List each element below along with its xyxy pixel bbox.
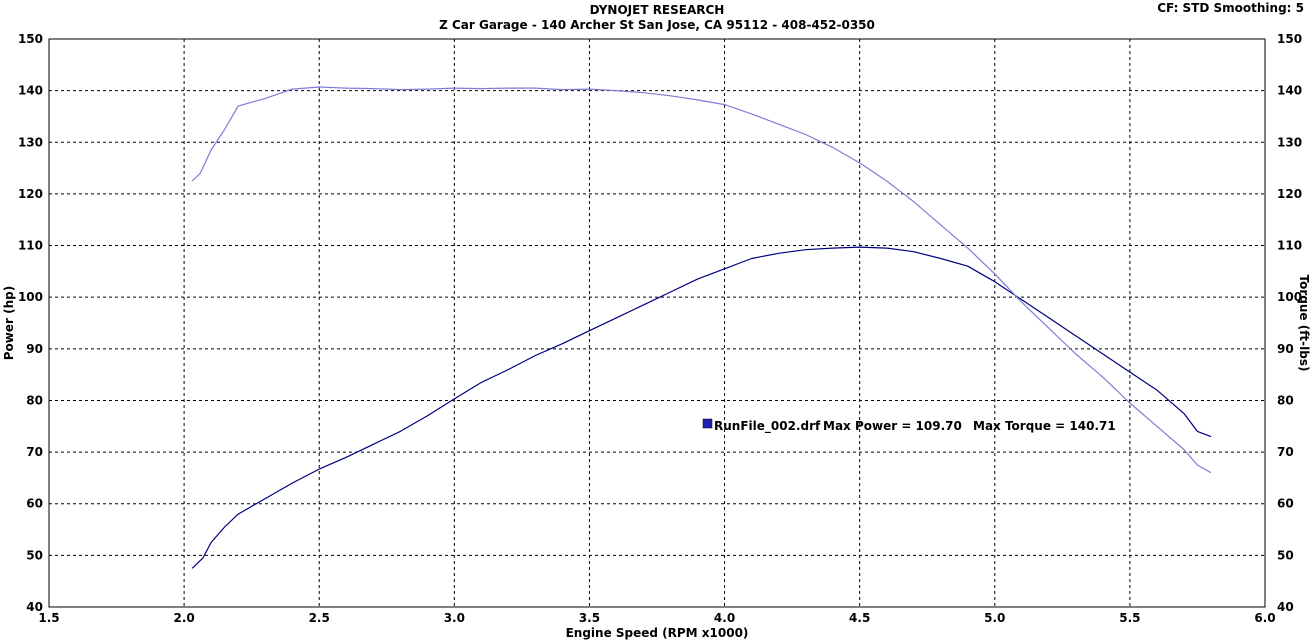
y2-tick-label: 130: [1277, 135, 1302, 149]
legend-swatch: [702, 418, 713, 429]
y2-tick-label: 140: [1277, 84, 1302, 98]
y2-tick-label: 70: [1277, 445, 1294, 459]
x-tick-label: 5.0: [984, 611, 1005, 625]
y2-tick-label: 120: [1277, 187, 1302, 201]
y-tick-label: 140: [18, 84, 43, 98]
y2-axis-label: Torque (ft-lbs): [1297, 275, 1311, 372]
chart-title: DYNOJET RESEARCH: [589, 3, 725, 17]
grid: [49, 39, 1265, 607]
y-axis-label: Power (hp): [2, 286, 16, 360]
series-line-power: [191, 246, 1212, 569]
chart-subtitle: Z Car Garage - 140 Archer St San Jose, C…: [439, 18, 875, 32]
settings-readout: CF: STD Smoothing: 5: [1157, 1, 1304, 15]
y-tick-label: 110: [18, 239, 43, 253]
y-tick-label: 80: [26, 393, 43, 407]
y-tick-label: 130: [18, 135, 43, 149]
y2-tick-label: 40: [1277, 600, 1294, 614]
x-tick-label: 4.5: [849, 611, 870, 625]
y2-tick-label: 60: [1277, 497, 1294, 511]
y2-tick-label: 90: [1277, 342, 1294, 356]
x-tick-label: 4.0: [714, 611, 735, 625]
legend: RunFile_002.drf Max Power = 109.70 Max T…: [702, 418, 1116, 434]
y-tick-label: 100: [18, 290, 43, 304]
y-tick-labels: 40 50 60 70 80 90 100 110 120 130 140 150: [18, 32, 43, 614]
y2-tick-label: 100: [1277, 290, 1302, 304]
x-axis-label: Engine Speed (RPM x1000): [566, 626, 749, 640]
legend-max-torque: Max Torque = 140.71: [973, 419, 1116, 433]
x-tick-label: 2.0: [173, 611, 194, 625]
y-tick-label: 120: [18, 187, 43, 201]
y2-tick-label: 50: [1277, 548, 1294, 562]
y-tick-label: 50: [26, 548, 43, 562]
x-tick-label: 2.5: [309, 611, 330, 625]
series-line-torque: [191, 86, 1212, 474]
series-lines: [191, 86, 1212, 569]
y-tick-label: 40: [26, 600, 43, 614]
legend-run-name: RunFile_002.drf: [714, 419, 821, 434]
y-tick-label: 90: [26, 342, 43, 356]
x-tick-label: 5.5: [1119, 611, 1140, 625]
y2-tick-label: 80: [1277, 393, 1294, 407]
x-tick-labels: 1.5 2.0 2.5 3.0 3.5 4.0 4.5 5.0 5.5 6.0: [38, 611, 1275, 625]
legend-max-power: Max Power = 109.70: [823, 419, 962, 433]
x-tick-label: 3.0: [444, 611, 465, 625]
x-tick-label: 3.5: [579, 611, 600, 625]
y-tick-label: 150: [18, 32, 43, 46]
y2-tick-label: 110: [1277, 239, 1302, 253]
y-tick-label: 60: [26, 497, 43, 511]
y-tick-label: 70: [26, 445, 43, 459]
plot-area: [48, 38, 1266, 608]
y2-tick-label: 150: [1277, 32, 1302, 46]
x-tick-label: 6.0: [1254, 611, 1275, 625]
y2-tick-labels: 40 50 60 70 80 90 100 110 120 130 140 150: [1277, 32, 1302, 614]
x-tick-label: 1.5: [38, 611, 59, 625]
